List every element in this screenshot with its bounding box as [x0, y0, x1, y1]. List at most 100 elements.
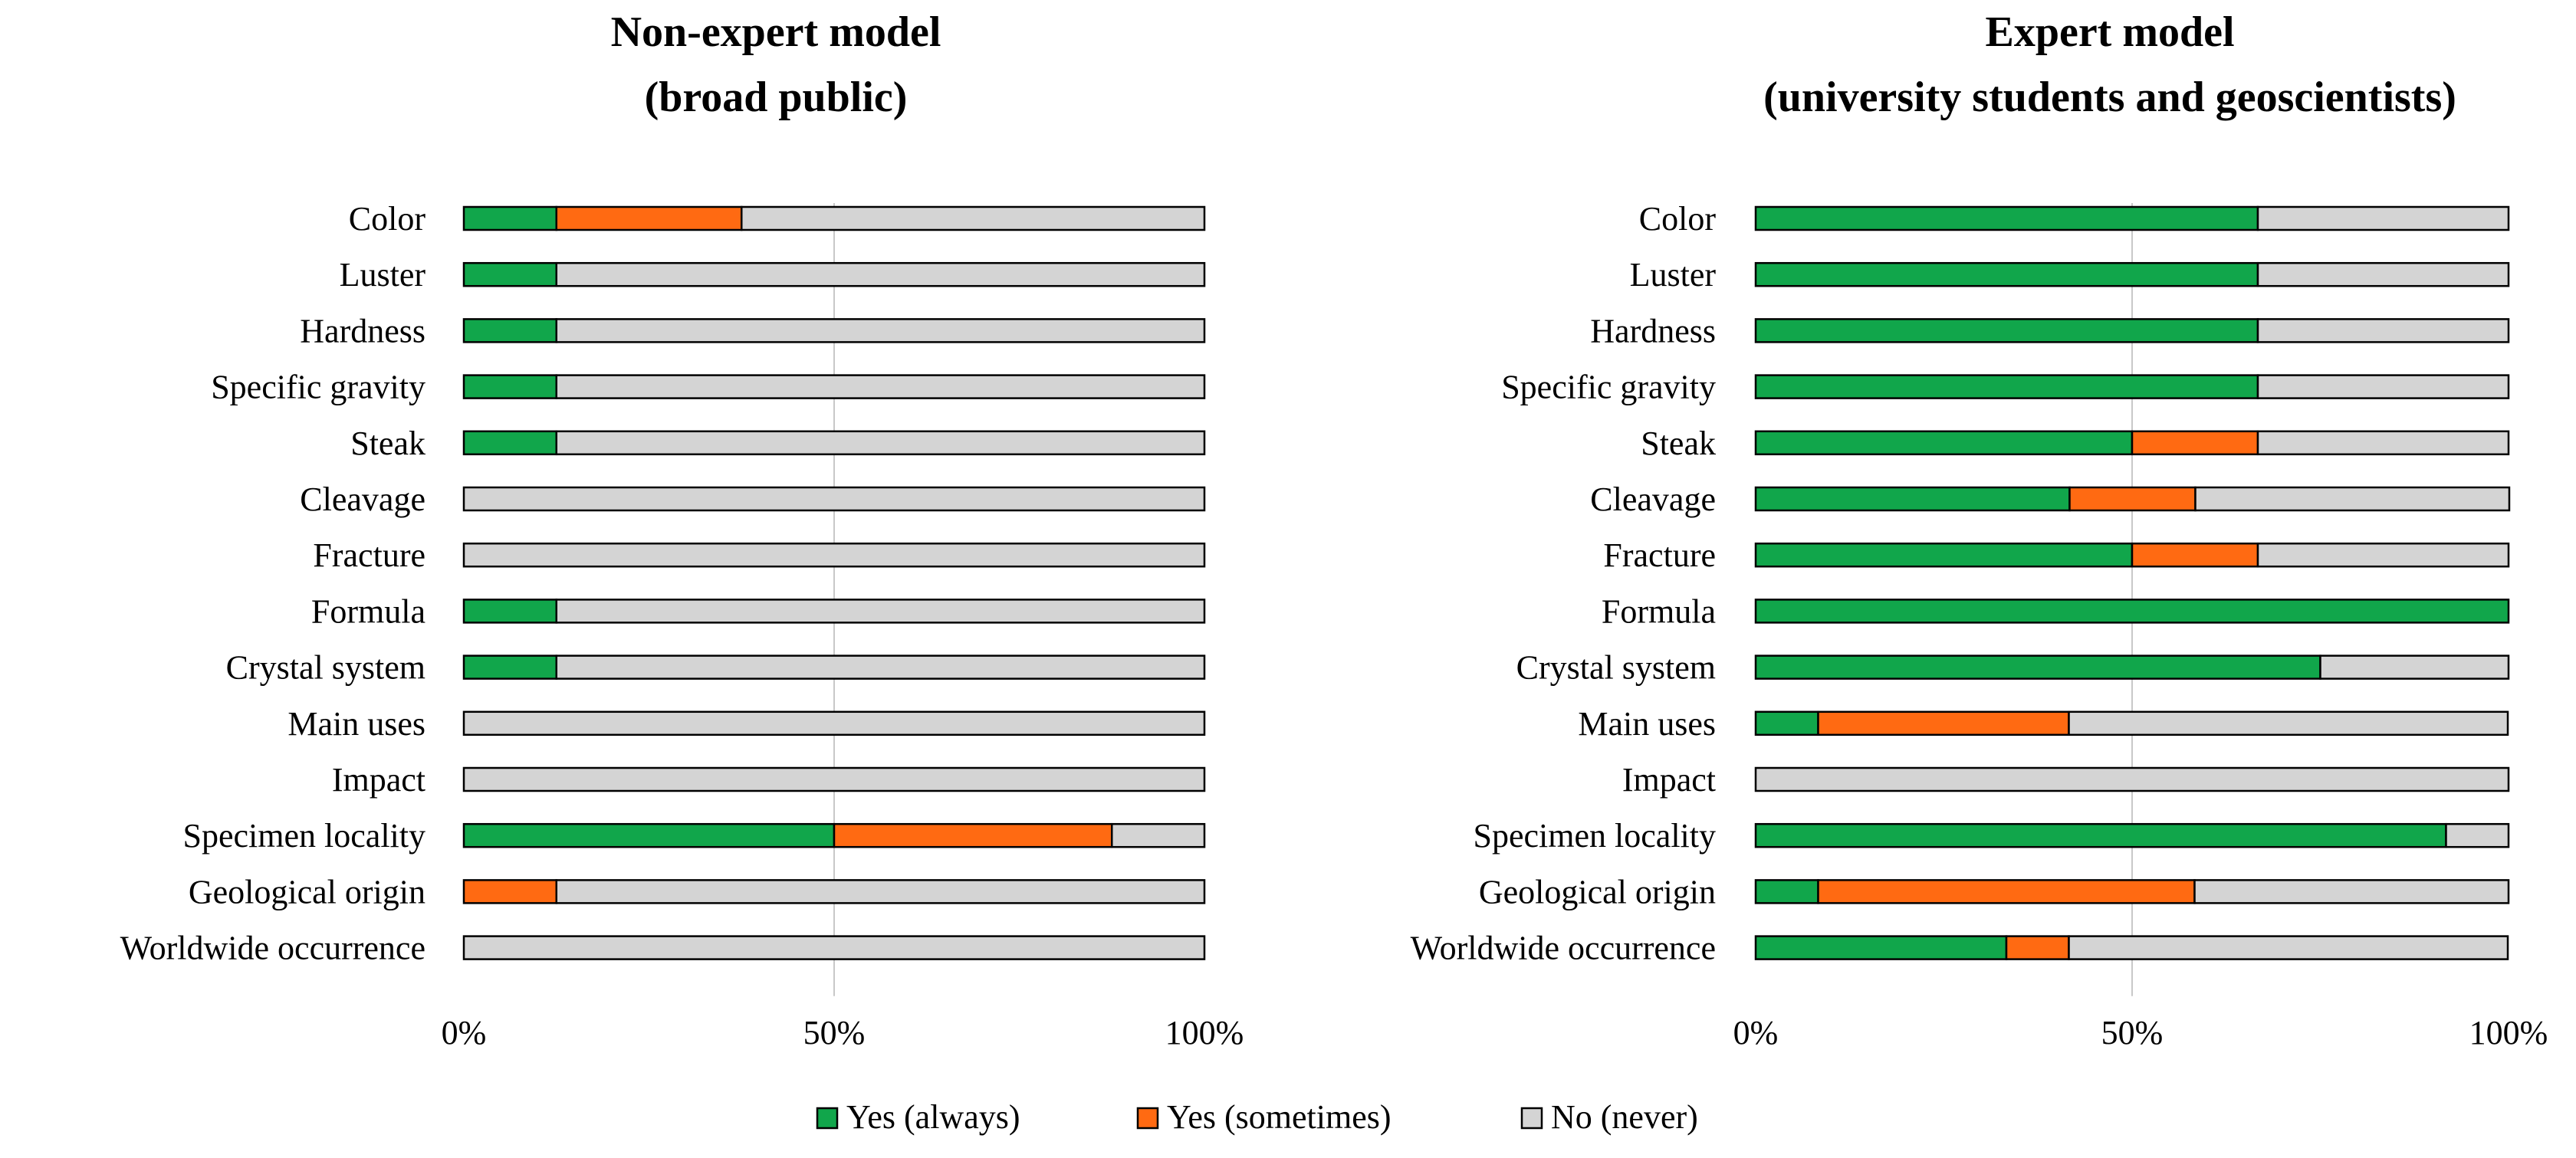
- category-label: Impact: [332, 761, 426, 799]
- category-label: Specimen locality: [1474, 817, 1716, 855]
- bar-no-never-specific-gravity: [555, 374, 1206, 399]
- bar-yes-always-color: [1754, 205, 2259, 231]
- chart-panel-2: Expert model (university students and geo…: [1411, 8, 2548, 1051]
- bar-no-never-geological-origin: [555, 879, 1206, 904]
- category-label: Impact: [1622, 761, 1716, 799]
- bar-no-never-color: [741, 205, 1206, 231]
- bar-yes-always-specimen-locality: [462, 822, 836, 848]
- category-label: Color: [349, 200, 426, 238]
- x-tick-label: 0%: [1733, 1014, 1779, 1051]
- category-label: Main uses: [1578, 705, 1716, 743]
- category-label: Luster: [340, 256, 426, 294]
- category-label: Steak: [1641, 425, 1716, 462]
- chart-title-line-2: (broad public): [645, 74, 908, 121]
- bar-no-never-geological-origin: [2193, 879, 2510, 904]
- category-label: Geological origin: [189, 873, 426, 910]
- x-tick-label: 100%: [1165, 1014, 1244, 1051]
- bar-yes-always-formula: [1754, 599, 2510, 624]
- bar-no-never-specific-gravity: [2256, 374, 2510, 399]
- category-label: Geological origin: [1479, 873, 1716, 910]
- bar-yes-sometimes-main-uses: [1817, 710, 2070, 736]
- bar-no-never-luster: [2256, 261, 2510, 287]
- category-label: Crystal system: [226, 649, 426, 687]
- bar-yes-sometimes-cleavage: [2068, 486, 2196, 512]
- bar-no-never-worldwide-occurrence: [2068, 935, 2509, 960]
- bar-yes-always-cleavage: [1754, 486, 2071, 512]
- bar-no-never-formula: [555, 599, 1206, 624]
- bar-yes-always-worldwide-occurrence: [1754, 935, 2008, 960]
- bar-yes-always-specimen-locality: [1754, 822, 2447, 848]
- chart-title-line-1: Non-expert model: [611, 8, 941, 56]
- legend-swatch-no-never: [1520, 1107, 1543, 1130]
- bar-no-never-crystal-system: [555, 654, 1206, 680]
- bar-yes-always-specific-gravity: [462, 374, 557, 399]
- legend-swatch-yes-always: [816, 1107, 839, 1130]
- x-tick-label: 0%: [442, 1014, 487, 1051]
- category-label: Formula: [311, 592, 426, 630]
- bar-yes-sometimes-color: [555, 205, 743, 231]
- bar-no-never-main-uses: [462, 710, 1206, 736]
- bar-no-never-fracture: [462, 542, 1206, 568]
- bar-yes-always-formula: [462, 599, 557, 624]
- legend-label-yes-always: Yes (always): [846, 1098, 1020, 1136]
- bar-yes-sometimes-specimen-locality: [833, 822, 1113, 848]
- category-label: Cleavage: [300, 481, 426, 518]
- bar-yes-always-crystal-system: [462, 654, 557, 680]
- bar-no-never-impact: [1754, 766, 2510, 792]
- bar-yes-always-crystal-system: [1754, 654, 2321, 680]
- category-label: Steak: [350, 425, 426, 462]
- legend-label-no-never: No (never): [1551, 1098, 1698, 1136]
- category-label: Formula: [1602, 592, 1716, 630]
- legend-label-yes-sometimes: Yes (sometimes): [1167, 1098, 1392, 1136]
- bar-yes-always-specific-gravity: [1754, 374, 2259, 399]
- category-label: Crystal system: [1516, 649, 1716, 687]
- bar-yes-always-main-uses: [1754, 710, 1819, 736]
- category-label: Fracture: [1603, 536, 1716, 574]
- bar-no-never-worldwide-occurrence: [462, 935, 1206, 960]
- bar-yes-always-luster: [1754, 261, 2259, 287]
- bar-yes-sometimes-fracture: [2131, 542, 2259, 568]
- category-label: Worldwide occurrence: [120, 930, 426, 967]
- bar-yes-sometimes-geological-origin: [1817, 879, 2196, 904]
- bar-no-never-hardness: [555, 318, 1206, 343]
- bar-yes-sometimes-steak: [2131, 430, 2259, 456]
- x-tick-label: 50%: [2101, 1014, 2164, 1051]
- bar-no-never-cleavage: [2194, 486, 2511, 512]
- category-label: Cleavage: [1590, 481, 1716, 518]
- bar-yes-always-steak: [462, 430, 557, 456]
- category-label: Hardness: [1590, 312, 1716, 349]
- bar-no-never-crystal-system: [2319, 654, 2510, 680]
- bar-yes-sometimes-worldwide-occurrence: [2005, 935, 2070, 960]
- legend: Yes (always) Yes (sometimes) No (never): [816, 1098, 1698, 1136]
- chart-title-line-2: (university students and geoscientists): [1763, 74, 2456, 121]
- x-tick-label: 50%: [803, 1014, 866, 1051]
- bar-yes-always-fracture: [1754, 542, 2134, 568]
- category-label: Specimen locality: [183, 817, 426, 855]
- bar-no-never-impact: [462, 766, 1206, 792]
- chart-title-line-1: Expert model: [1985, 8, 2234, 56]
- bar-yes-always-hardness: [462, 318, 557, 343]
- bar-no-never-steak: [555, 430, 1206, 456]
- bar-yes-always-steak: [1754, 430, 2134, 456]
- bar-no-never-specimen-locality: [1111, 822, 1206, 848]
- bar-no-never-color: [2256, 205, 2510, 231]
- bar-no-never-luster: [555, 261, 1206, 287]
- legend-swatch-yes-sometimes: [1136, 1107, 1159, 1130]
- category-label: Main uses: [288, 705, 426, 743]
- category-label: Specific gravity: [211, 369, 426, 406]
- bar-no-never-steak: [2256, 430, 2510, 456]
- bar-no-never-fracture: [2256, 542, 2510, 568]
- category-label: Color: [1639, 200, 1717, 238]
- bar-yes-always-geological-origin: [1754, 879, 1819, 904]
- bar-no-never-cleavage: [462, 486, 1206, 512]
- bar-yes-always-luster: [462, 261, 557, 287]
- chart-panel-1: Non-expert model (broad public) Color Luste…: [120, 8, 1244, 1051]
- category-label: Fracture: [313, 536, 426, 574]
- bar-yes-always-color: [462, 205, 557, 231]
- category-label: Luster: [1630, 256, 1717, 294]
- category-label: Worldwide occurrence: [1411, 930, 1716, 967]
- category-label: Specific gravity: [1501, 369, 1716, 406]
- bar-yes-always-hardness: [1754, 318, 2259, 343]
- bar-no-never-main-uses: [2068, 710, 2509, 736]
